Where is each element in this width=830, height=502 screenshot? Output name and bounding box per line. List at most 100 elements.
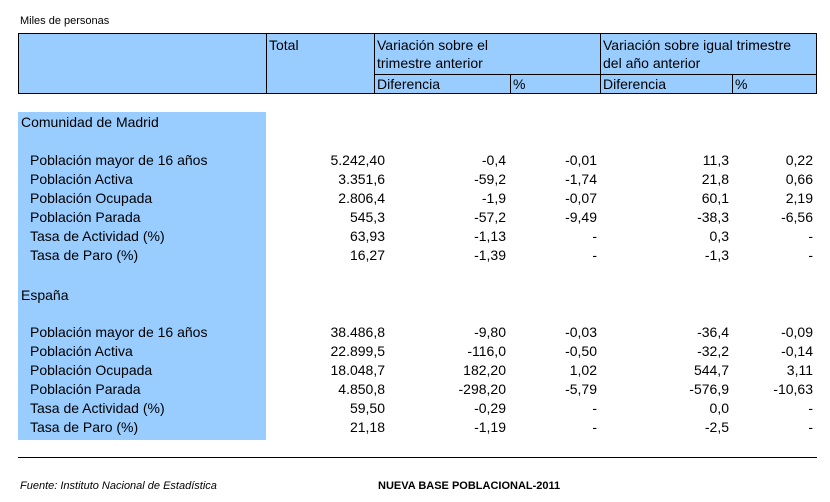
table-row: Población Ocupada 18.048,7 182,20 1,02 5… [18, 361, 817, 380]
cell-total: 21,18 [349, 419, 385, 435]
header-divider [374, 33, 375, 94]
cell-dif-anual: -1,3 [704, 247, 729, 263]
row-label: Población Parada [30, 381, 141, 397]
table-row: Población Ocupada 2.806,4 -1,9 -0,07 60,… [18, 189, 817, 208]
table-row: Población Activa 3.351,6 -59,2 -1,74 21,… [18, 170, 817, 189]
cell-pct-trim: -0,07 [565, 190, 597, 206]
row-label: Tasa de Paro (%) [30, 419, 139, 435]
base-note: NUEVA BASE POBLACIONAL-2011 [378, 480, 561, 492]
table-row: Tasa de Actividad (%) 59,50 -0,29 - 0,0 … [18, 399, 817, 418]
cell-dif-trim: -0,4 [481, 152, 506, 168]
row-label: Población Ocupada [30, 362, 153, 378]
cell-dif-trim: -116,0 [467, 343, 506, 359]
row-label: Tasa de Actividad (%) [30, 228, 165, 244]
cell-pct-trim: - [592, 400, 597, 416]
cell-pct-anual: -0,09 [781, 324, 813, 340]
cell-total: 63,93 [349, 228, 385, 244]
cell-total: 38.486,8 [330, 324, 386, 340]
table-row: Población Parada 545,3 -57,2 -9,49 -38,3… [18, 208, 817, 227]
cell-pct-anual: 0,66 [785, 171, 813, 187]
cell-dif-anual: 0,3 [709, 228, 729, 244]
table-row: Población mayor de 16 años 5.242,40 -0,4… [18, 151, 817, 170]
cell-dif-anual: 21,8 [701, 171, 729, 187]
row-label: Población Parada [30, 209, 141, 225]
cell-pct-trim: -5,79 [565, 381, 597, 397]
cell-pct-anual: - [808, 228, 813, 244]
cell-dif-anual: 0,0 [709, 400, 729, 416]
cell-dif-trim: -1,19 [474, 419, 506, 435]
table-row: Tasa de Paro (%) 16,27 -1,39 - -1,3 - [18, 246, 817, 265]
cell-total: 18.048,7 [330, 362, 386, 378]
cell-total: 545,3 [349, 209, 385, 225]
cell-dif-trim: -59,2 [474, 171, 506, 187]
cell-dif-trim: -1,39 [474, 247, 506, 263]
col-header-pct-anual: % [735, 76, 748, 92]
table-row: Tasa de Actividad (%) 63,93 -1,13 - 0,3 … [18, 227, 817, 246]
cell-total: 5.242,40 [330, 152, 386, 168]
cell-total: 59,50 [349, 400, 385, 416]
cell-total: 16,27 [349, 247, 385, 263]
cell-pct-anual: 3,11 [786, 362, 813, 378]
cell-pct-anual: 2,19 [785, 190, 813, 206]
cell-pct-anual: -10,63 [773, 381, 813, 397]
cell-dif-anual: 11,3 [702, 152, 729, 168]
col-header-total: Total [269, 37, 299, 53]
cell-pct-trim: -1,74 [565, 171, 597, 187]
col-header-var-anual-line2: del año anterior [603, 55, 701, 71]
cell-pct-anual: - [808, 419, 813, 435]
cell-pct-anual: - [808, 400, 813, 416]
col-header-var-trim-line2: trimestre anterior [377, 55, 483, 71]
cell-pct-anual: - [808, 247, 813, 263]
header-left-border [18, 33, 19, 94]
cell-total: 22.899,5 [330, 343, 386, 359]
subheader-border [374, 74, 817, 75]
label-column [18, 112, 266, 440]
header-bottom-border [18, 93, 817, 94]
cell-pct-trim: -9,49 [565, 209, 597, 225]
table-row: Tasa de Paro (%) 21,18 -1,19 - -2,5 - [18, 418, 817, 437]
cell-pct-anual: -6,56 [781, 209, 813, 225]
cell-total: 2.806,4 [338, 190, 385, 206]
cell-dif-trim: -1,13 [474, 228, 506, 244]
cell-dif-anual: 544,7 [693, 362, 729, 378]
header-divider [266, 33, 267, 94]
col-header-pct-trim: % [513, 76, 526, 92]
header-divider [732, 74, 733, 94]
cell-pct-trim: - [592, 247, 597, 263]
col-header-dif-trim: Diferencia [377, 76, 441, 92]
header-top-border [18, 33, 817, 34]
cell-dif-trim: 182,20 [463, 362, 506, 378]
col-header-var-trim: Variación sobre el [377, 37, 489, 53]
cell-dif-trim: -1,9 [481, 190, 506, 206]
cell-dif-trim: -298,20 [458, 381, 506, 397]
cell-dif-anual: -576,9 [689, 381, 729, 397]
row-label: Población Ocupada [30, 190, 153, 206]
table-header [18, 33, 817, 94]
header-divider [510, 74, 511, 94]
section-title: Comunidad de Madrid [21, 114, 159, 130]
cell-pct-trim: 1,02 [569, 362, 597, 378]
col-header-var-anual: Variación sobre igual trimestre [603, 37, 792, 53]
row-label: Población mayor de 16 años [30, 324, 208, 340]
row-label: Población mayor de 16 años [30, 152, 208, 168]
header-right-border [816, 33, 817, 94]
table-row: Población mayor de 16 años 38.486,8 -9,8… [18, 323, 817, 342]
cell-pct-anual: 0,22 [785, 152, 813, 168]
table-row: Población Parada 4.850,8 -298,20 -5,79 -… [18, 380, 817, 399]
cell-dif-trim: -0,29 [474, 400, 506, 416]
unit-label: Miles de personas [20, 15, 110, 27]
cell-pct-trim: -0,03 [565, 324, 597, 340]
row-label: Tasa de Paro (%) [30, 247, 139, 263]
cell-pct-trim: - [592, 228, 597, 244]
cell-dif-trim: -57,2 [474, 209, 506, 225]
cell-dif-anual: -32,2 [697, 343, 729, 359]
col-header-dif-anual: Diferencia [603, 76, 667, 92]
cell-dif-anual: -36,4 [697, 324, 729, 340]
cell-pct-trim: - [592, 419, 597, 435]
cell-dif-trim: -9,80 [474, 324, 506, 340]
cell-dif-anual: -2,5 [704, 419, 729, 435]
footer-divider [18, 457, 817, 458]
source-note: Fuente: Instituto Nacional de Estadístic… [20, 480, 217, 492]
cell-pct-trim: -0,50 [565, 343, 597, 359]
cell-total: 3.351,6 [338, 171, 385, 187]
